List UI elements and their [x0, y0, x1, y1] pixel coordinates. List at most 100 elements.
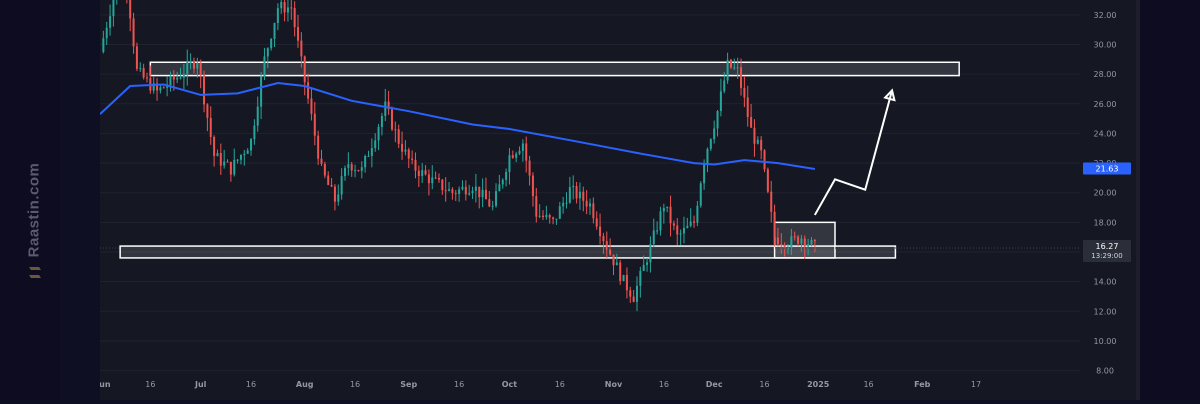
candle-body — [310, 98, 313, 114]
scale-edge — [1136, 0, 1140, 400]
candle-body — [548, 215, 551, 218]
candle-body — [756, 139, 759, 144]
candle-body — [189, 61, 192, 63]
y-tick-label: 30.00 — [1094, 40, 1117, 49]
candle-body — [300, 40, 303, 57]
candle-body — [545, 215, 548, 218]
candle-body — [488, 199, 491, 207]
candle-body — [162, 87, 165, 89]
candle-body — [186, 61, 189, 75]
candle-body — [649, 244, 652, 263]
candle-body — [632, 296, 635, 302]
x-axis: Jun 16 Jul 16 Aug 16 Sep 16 Oct 16 Nov 16 Dec 16 2025 1… — [95, 380, 981, 389]
candle-body — [605, 241, 608, 250]
candle-body — [270, 38, 273, 49]
candle-body — [471, 190, 474, 194]
candle-body — [565, 202, 568, 204]
candle-body — [773, 211, 776, 238]
y-tick-label: 12.00 — [1094, 307, 1117, 316]
candle-body — [552, 217, 555, 219]
candle-body — [612, 254, 615, 266]
candle-body — [760, 139, 763, 151]
candle-body — [156, 83, 159, 91]
candle-body — [723, 80, 726, 92]
candle-body — [166, 85, 169, 88]
candle-body — [478, 186, 481, 198]
chart-panel: 32.0030.0028.0026.0024.0022.0020.0018.00… — [95, 0, 1140, 400]
candle-body — [340, 176, 343, 195]
y-tick-label: 14.00 — [1094, 278, 1117, 287]
x-tick-label: Aug — [296, 380, 314, 389]
candle-body — [528, 160, 531, 176]
candle-body — [706, 148, 709, 164]
candle-body — [588, 203, 592, 207]
candle-body — [283, 1, 286, 13]
candle-body — [464, 186, 467, 195]
candle-body — [676, 225, 679, 235]
candle-body — [474, 186, 477, 191]
candle-body — [709, 139, 712, 149]
candle-body — [407, 149, 410, 159]
candle-body — [357, 170, 360, 172]
candle-body — [333, 186, 336, 202]
candle-body — [595, 218, 598, 227]
candle-body — [639, 270, 642, 286]
candle-body — [669, 206, 672, 224]
x-tick-label: 16 — [454, 380, 464, 389]
candle-body — [384, 101, 387, 116]
y-tick-label: 32.00 — [1094, 11, 1117, 20]
candle-body — [176, 77, 179, 80]
candle-body — [666, 206, 669, 208]
candle-body — [575, 185, 578, 199]
candle-body — [787, 248, 790, 250]
candle-body — [733, 67, 736, 69]
candle-body — [354, 170, 357, 172]
candle-body — [783, 245, 786, 249]
x-tick-label: Jun — [100, 380, 111, 389]
candle-body — [182, 74, 185, 78]
candle-body — [421, 170, 424, 176]
candle-body — [790, 236, 793, 249]
candle-body — [387, 101, 390, 110]
x-tick-label: 16 — [246, 380, 256, 389]
candle-body — [746, 97, 749, 118]
candle-body — [518, 150, 521, 154]
x-tick-label: 16 — [759, 380, 769, 389]
candle-body — [780, 244, 783, 246]
x-tick-label: 16 — [863, 380, 873, 389]
y-tick-label: 28.00 — [1094, 70, 1117, 79]
candle-body — [172, 75, 175, 80]
candle-body — [266, 48, 269, 57]
candle-body — [112, 0, 115, 17]
candle-body — [444, 190, 447, 192]
price-chart[interactable]: 32.0030.0028.0026.0024.0022.0020.0018.00… — [95, 0, 1140, 400]
candle-body — [538, 215, 541, 217]
candle-body — [454, 193, 457, 195]
candle-body — [286, 7, 289, 13]
candle-body — [740, 67, 743, 88]
candle-body — [203, 75, 206, 105]
candle-body — [699, 183, 702, 206]
candle-body — [615, 262, 618, 266]
candle-body — [260, 76, 263, 107]
candle-body — [236, 159, 239, 161]
candle-body — [542, 215, 545, 218]
candle-body — [159, 87, 162, 91]
candle-body — [367, 155, 370, 157]
candle-body — [592, 203, 595, 219]
candle-body — [531, 175, 534, 197]
candle-body — [233, 159, 236, 175]
candle-body — [578, 191, 581, 199]
y-tick-label: 8.00 — [1096, 367, 1114, 376]
candle-body — [243, 153, 246, 156]
candle-body — [145, 77, 148, 79]
candle-body — [293, 7, 296, 28]
y-tick-label: 10.00 — [1094, 337, 1117, 346]
candle-body — [347, 164, 350, 168]
candle-body — [401, 143, 404, 152]
candle-body — [558, 206, 561, 219]
candle-body — [753, 127, 756, 144]
candle-body — [129, 0, 132, 19]
candle-body — [776, 237, 779, 245]
